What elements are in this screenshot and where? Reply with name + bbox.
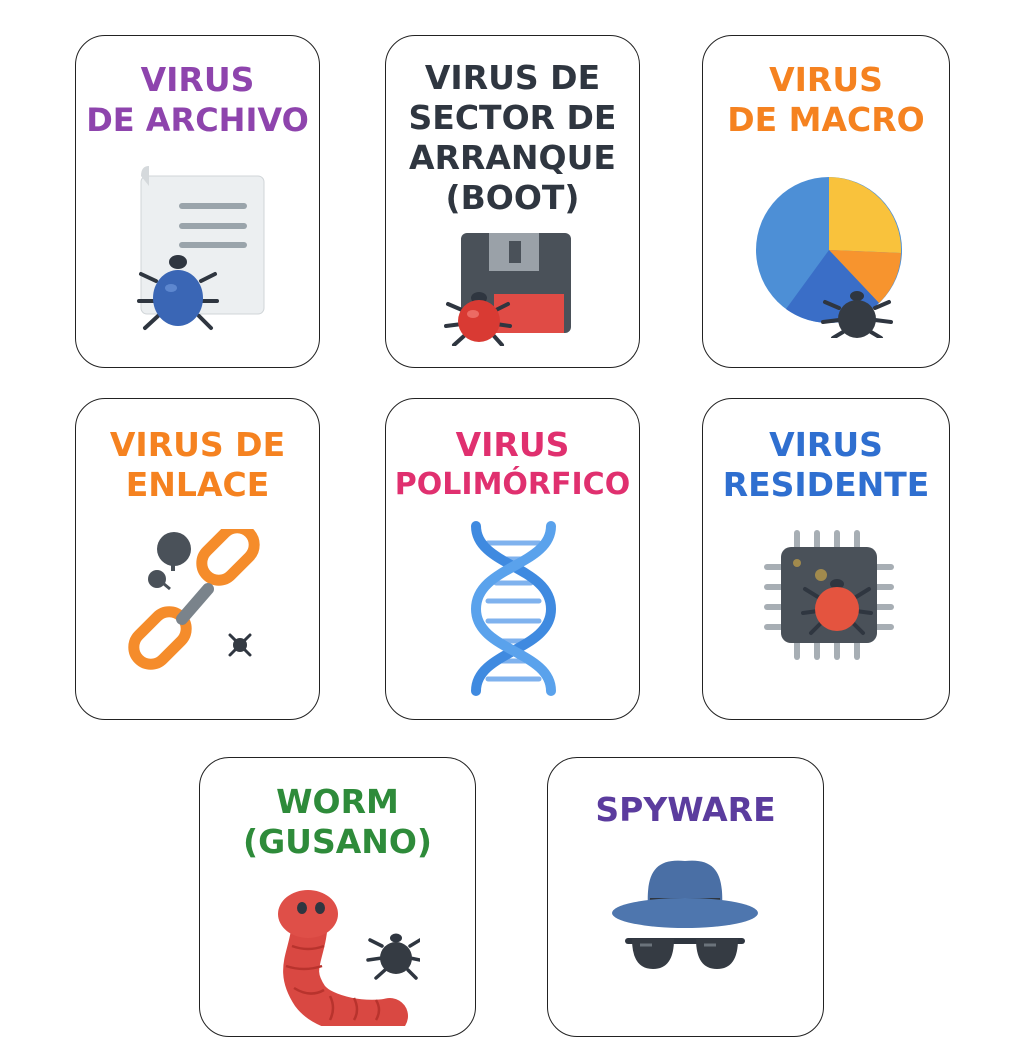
card-title: SPYWARE [548, 790, 823, 830]
card-virus-polimorfico: VIRUS POLIMÓRFICO [385, 398, 640, 720]
card-title: WORM (GUSANO) [200, 782, 475, 862]
floppy-disk-bug-icon [444, 233, 571, 346]
card-title-line: VIRUS [769, 425, 883, 464]
card-title-line: POLIMÓRFICO [394, 467, 631, 502]
worm-bug-icon [278, 890, 420, 1026]
card-title-line: DE ARCHIVO [86, 101, 309, 139]
card-title-line: (GUSANO) [242, 822, 433, 861]
broken-chain-link-icon [128, 529, 260, 670]
card-title: VIRUS RESIDENTE [703, 425, 949, 505]
card-title: VIRUS DE SECTOR DE ARRANQUE (BOOT) [386, 58, 639, 218]
spy-hat-glasses-icon [612, 860, 758, 969]
card-title-line: SPYWARE [595, 790, 776, 829]
card-worm-gusano: WORM (GUSANO) [199, 757, 476, 1037]
document-bug-icon [137, 166, 265, 330]
card-title-line: VIRUS [769, 60, 883, 99]
card-title-line: VIRUS DE [109, 425, 286, 464]
card-title-line: (BOOT) [445, 178, 580, 217]
card-virus-enlace: VIRUS DE ENLACE [75, 398, 320, 720]
card-title: VIRUS DE MACRO [703, 60, 949, 140]
card-virus-residente: VIRUS RESIDENTE [702, 398, 950, 720]
card-title-line: VIRUS [140, 60, 255, 99]
card-title-line: DE MACRO [727, 100, 925, 139]
card-title-line: ENLACE [125, 465, 270, 504]
cpu-chip-bug-icon [764, 530, 894, 660]
card-title-line: SECTOR DE [408, 98, 617, 137]
card-title-line: WORM [276, 782, 399, 821]
card-virus-macro: VIRUS DE MACRO [702, 35, 950, 368]
card-title-line: ARRANQUE [409, 138, 616, 177]
card-title-line: VIRUS DE [424, 58, 601, 97]
card-title: VIRUS DE ENLACE [76, 425, 319, 505]
pie-chart-bug-icon [756, 177, 902, 338]
card-title: VIRUS DE ARCHIVO [76, 60, 319, 140]
card-virus-sector-arranque: VIRUS DE SECTOR DE ARRANQUE (BOOT) [385, 35, 640, 368]
card-title-line: VIRUS [455, 425, 570, 464]
card-title-line: RESIDENTE [722, 465, 930, 504]
dna-helix-icon [470, 521, 557, 696]
card-spyware: SPYWARE [547, 757, 824, 1037]
card-virus-archivo: VIRUS DE ARCHIVO [75, 35, 320, 368]
card-title: VIRUS POLIMÓRFICO [386, 425, 639, 505]
